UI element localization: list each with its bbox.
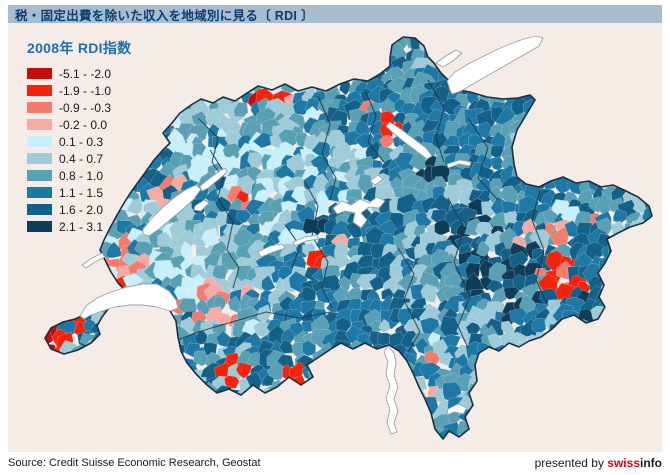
lake: [435, 49, 463, 68]
legend-swatch: [27, 187, 52, 198]
legend-swatch: [27, 102, 52, 113]
lake: [257, 243, 286, 258]
lake: [446, 35, 544, 95]
legend-item: 0.8 - 1.0: [27, 167, 131, 184]
lake: [446, 159, 472, 169]
legend-swatch: [27, 136, 52, 147]
legend-label: -1.9 - -1.0: [59, 83, 112, 98]
legend-label: -0.9 - -0.3: [59, 100, 112, 115]
legend-label: 0.4 - 0.7: [59, 151, 104, 166]
legend-swatch: [27, 68, 52, 79]
legend-label: 0.1 - 0.3: [59, 134, 104, 149]
legend-swatch: [27, 119, 52, 130]
legend-swatch: [27, 85, 52, 96]
map-panel: 2008年 RDI指数 -5.1 - -2.0 -1.9 - -1.0 -0.9 -…: [8, 23, 662, 452]
lake: [332, 196, 386, 229]
legend-item: 0.1 - 0.3: [27, 133, 131, 150]
lake: [81, 252, 106, 269]
map-canvas: [44, 35, 653, 440]
legend-item: -1.9 - -1.0: [27, 82, 131, 99]
legend-item: 1.1 - 1.5: [27, 184, 131, 201]
presented-by-label: presented by: [534, 456, 608, 470]
swissinfo-logo-info[interactable]: info: [640, 456, 662, 470]
map-legend: 2008年 RDI指数 -5.1 - -2.0 -1.9 - -1.0 -0.9 -…: [27, 38, 131, 235]
lake: [199, 167, 228, 192]
lake: [142, 184, 202, 237]
lake: [292, 234, 319, 247]
lake: [385, 121, 433, 160]
legend-item: -5.1 - -2.0: [27, 65, 131, 82]
lake: [446, 403, 468, 416]
legend-swatch: [27, 153, 52, 164]
lakes: [79, 35, 544, 435]
lake: [383, 345, 399, 435]
legend-rows: -5.1 - -2.0 -1.9 - -1.0 -0.9 - -0.3 -0.2 - …: [27, 65, 131, 235]
canton-borders: [164, 79, 549, 353]
footer: Source: Credit Suisse Economic Research,…: [0, 452, 670, 475]
legend-heading: 2008年 RDI指数: [27, 40, 132, 56]
lake: [193, 199, 210, 212]
legend-swatch: [27, 221, 52, 232]
legend-item: -0.9 - -0.3: [27, 99, 131, 116]
legend-item: -0.2 - 0.0: [27, 116, 131, 133]
legend-label: 1.6 - 2.0: [59, 202, 104, 217]
legend-label: -0.2 - 0.0: [59, 117, 108, 132]
legend-item: 1.6 - 2.0: [27, 201, 131, 218]
presented-by: presented by swissinfo: [535, 456, 662, 470]
legend-label: -5.1 - -2.0: [59, 66, 112, 81]
legend-label: 1.1 - 1.5: [59, 185, 104, 200]
page-title: 税・固定出費を除いた収入を地域別に見る〔 RDI 〕: [15, 8, 314, 23]
source-text: Source: Credit Suisse Economic Research,…: [8, 457, 261, 469]
legend-swatch: [27, 170, 52, 181]
lake: [369, 174, 384, 186]
swissinfo-logo-swiss[interactable]: swiss: [607, 456, 640, 470]
legend-item: 0.4 - 0.7: [27, 150, 131, 167]
lake: [79, 283, 179, 320]
legend-label: 2.1 - 3.1: [59, 219, 104, 234]
legend-item: 2.1 - 3.1: [27, 218, 131, 235]
legend-label: 0.8 - 1.0: [59, 168, 104, 183]
title-bar: 税・固定出費を除いた収入を地域別に見る〔 RDI 〕: [8, 5, 662, 23]
legend-swatch: [27, 204, 52, 215]
